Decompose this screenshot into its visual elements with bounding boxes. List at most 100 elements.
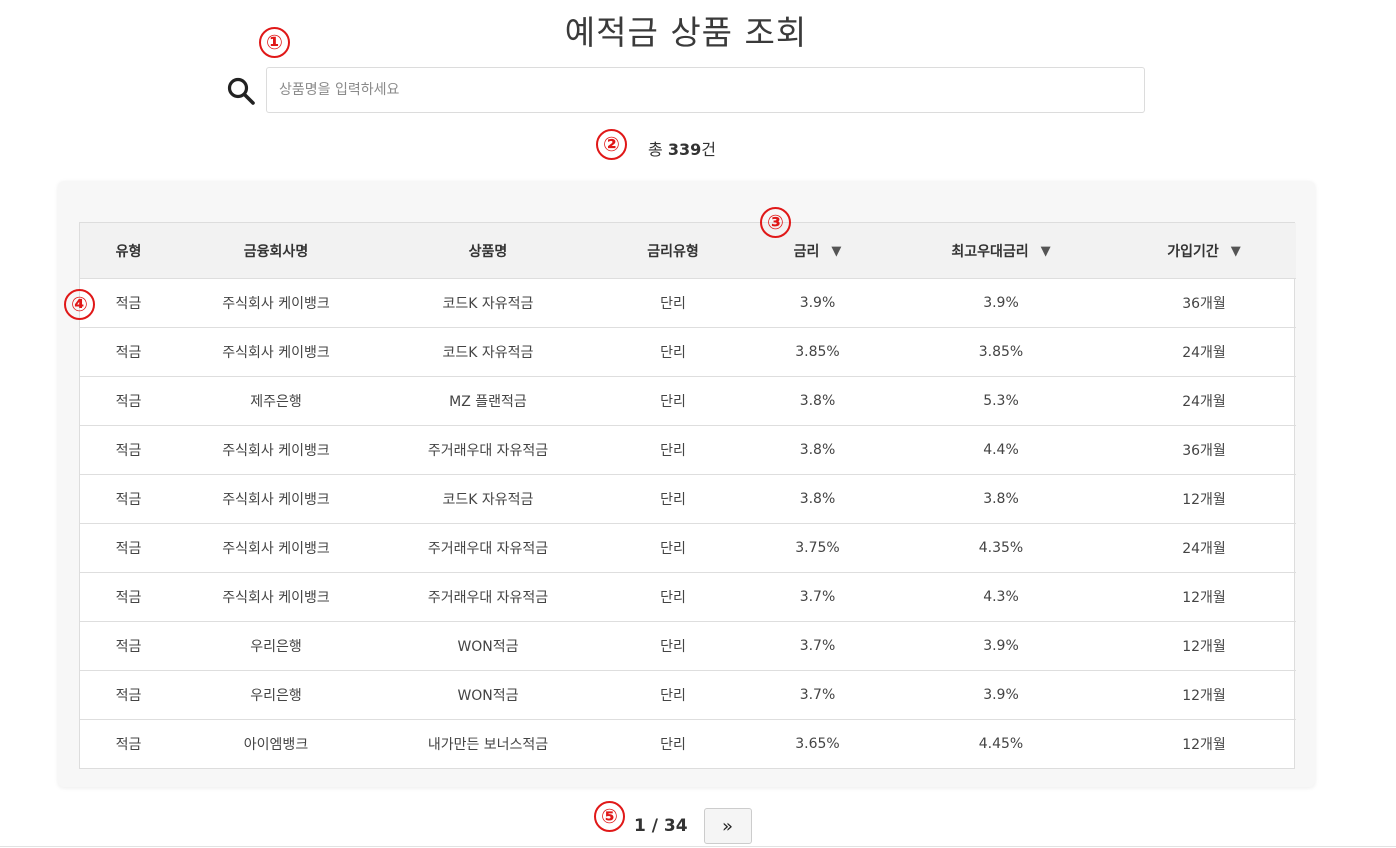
table-cell: 적금	[115, 540, 142, 557]
table-cell: 적금	[115, 344, 142, 361]
sort-desc-icon[interactable]: ▼	[1040, 244, 1051, 260]
table-row[interactable]: 적금 아이엠뱅크 내가만든 보너스적금 단리 3.65% 4.45% 12개월	[80, 719, 1296, 768]
column-header-label: 금리유형	[647, 244, 699, 261]
results-table: 유형 금융회사명 상품명 금리유형 금리 ▼ 최고우대금리 ▼ 가입기간 ▼ 적금 주식회사 케이뱅…	[80, 223, 1296, 768]
search-icon[interactable]	[226, 76, 256, 106]
column-header[interactable]: 최고우대금리 ▼	[890, 223, 1112, 278]
table-cell: 4.35%	[978, 539, 1024, 556]
table-cell: 단리	[660, 442, 686, 459]
table-cell: 3.75%	[795, 539, 840, 556]
table-cell: 적금	[115, 491, 142, 508]
table-cell: 주거래우대 자유적금	[427, 442, 549, 459]
table-row[interactable]: 적금 주식회사 케이뱅크 코드K 자유적금 단리 3.8% 3.8% 12개월	[80, 474, 1296, 523]
page-title: 예적금 상품 조회	[564, 13, 808, 52]
table-header-row: 유형 금융회사명 상품명 금리유형 금리 ▼ 최고우대금리 ▼ 가입기간 ▼	[80, 223, 1296, 278]
table-cell: 3.85%	[795, 343, 840, 360]
table-cell: 36개월	[1182, 295, 1226, 312]
column-header-label: 가입기간	[1167, 244, 1219, 261]
table-cell: 5.3%	[983, 392, 1019, 409]
sort-desc-icon[interactable]: ▼	[831, 244, 842, 260]
table-cell: 3.7%	[799, 588, 836, 605]
table-cell: 3.9%	[983, 294, 1019, 311]
table-cell: 3.9%	[983, 637, 1019, 654]
table-cell: 12개월	[1182, 638, 1226, 655]
table-cell: 우리은행	[250, 638, 302, 655]
page-indicator: 1 / 34	[634, 816, 688, 836]
table-header: 유형 금융회사명 상품명 금리유형 금리 ▼ 최고우대금리 ▼ 가입기간 ▼	[80, 223, 1296, 278]
table-cell: 주거래우대 자유적금	[427, 589, 549, 606]
table-row[interactable]: 적금 주식회사 케이뱅크 코드K 자유적금 단리 3.85% 3.85% 24개월	[80, 327, 1296, 376]
table-cell: 적금	[115, 638, 142, 655]
table-cell: 12개월	[1182, 736, 1226, 753]
table-body: 적금 주식회사 케이뱅크 코드K 자유적금 단리 3.9% 3.9% 36개월 적금 주식회사 …	[80, 278, 1296, 768]
table-cell: 36개월	[1182, 442, 1226, 459]
table-row[interactable]: 적금 우리은행 WON적금 단리 3.7% 3.9% 12개월	[80, 621, 1296, 670]
table-cell: 3.8%	[799, 490, 836, 507]
table-cell: 적금	[115, 736, 142, 753]
table-cell: 아이엠뱅크	[243, 736, 309, 753]
table-cell: 4.4%	[983, 441, 1019, 458]
column-header[interactable]: 금리 ▼	[745, 223, 890, 278]
table-cell: 12개월	[1182, 687, 1226, 704]
table-cell: 주식회사 케이뱅크	[222, 589, 330, 606]
annotation-5: ⑤	[594, 801, 625, 832]
pagination: 1 / 34 »	[634, 808, 752, 844]
table-cell: 단리	[660, 540, 686, 557]
table-cell: 단리	[660, 491, 686, 508]
total-prefix: 총	[648, 140, 663, 159]
search-input[interactable]	[266, 67, 1145, 113]
table-cell: 3.65%	[795, 735, 840, 752]
table-cell: 24개월	[1182, 344, 1226, 361]
table-cell: 코드K 자유적금	[442, 491, 534, 508]
column-header: 유형	[80, 223, 177, 278]
table-row[interactable]: 적금 주식회사 케이뱅크 주거래우대 자유적금 단리 3.8% 4.4% 36개월	[80, 425, 1296, 474]
table-cell: 주식회사 케이뱅크	[222, 344, 330, 361]
table-cell: 12개월	[1182, 491, 1226, 508]
table-row[interactable]: 적금 우리은행 WON적금 단리 3.7% 3.9% 12개월	[80, 670, 1296, 719]
table-cell: 단리	[660, 736, 686, 753]
bottom-divider	[0, 846, 1396, 847]
table-cell: WON적금	[457, 687, 519, 704]
table-cell: 3.7%	[799, 686, 836, 703]
table-cell: 적금	[115, 295, 142, 312]
table-cell: 3.8%	[799, 441, 836, 458]
next-page-button[interactable]: »	[703, 808, 752, 844]
column-header-label: 상품명	[468, 244, 508, 261]
annotation-4: ④	[64, 289, 95, 320]
table-cell: 적금	[115, 442, 142, 459]
column-header: 금융회사명	[177, 223, 375, 278]
annotation-2: ②	[596, 129, 627, 160]
column-header-label: 금리	[793, 244, 820, 261]
table-cell: 주거래우대 자유적금	[427, 540, 549, 557]
table-cell: 3.9%	[799, 294, 836, 311]
table-cell: 단리	[660, 393, 686, 410]
results-table-container: 유형 금융회사명 상품명 금리유형 금리 ▼ 최고우대금리 ▼ 가입기간 ▼ 적금 주식회사 케이뱅…	[79, 222, 1296, 769]
column-header-label: 금융회사명	[243, 244, 309, 261]
table-cell: 단리	[660, 638, 686, 655]
table-cell: WON적금	[457, 638, 519, 655]
table-cell: 우리은행	[250, 687, 302, 704]
table-cell: 24개월	[1182, 540, 1226, 557]
table-cell: 단리	[660, 687, 686, 704]
column-header: 상품명	[375, 223, 601, 278]
table-row[interactable]: 적금 제주은행 MZ 플랜적금 단리 3.8% 5.3% 24개월	[80, 376, 1296, 425]
table-cell: 3.8%	[799, 392, 836, 409]
table-cell: 주식회사 케이뱅크	[222, 295, 330, 312]
column-header[interactable]: 가입기간 ▼	[1112, 223, 1296, 278]
table-row[interactable]: 적금 주식회사 케이뱅크 주거래우대 자유적금 단리 3.7% 4.3% 12개월	[80, 572, 1296, 621]
sort-desc-icon[interactable]: ▼	[1230, 244, 1241, 260]
table-cell: MZ 플랜적금	[449, 393, 527, 410]
total-suffix: 건	[701, 140, 716, 159]
table-cell: 3.7%	[799, 637, 836, 654]
table-cell: 단리	[660, 295, 686, 312]
total-count: 총 339건	[648, 136, 716, 160]
table-row[interactable]: 적금 주식회사 케이뱅크 주거래우대 자유적금 단리 3.75% 4.35% 24개월	[80, 523, 1296, 572]
table-cell: 적금	[115, 589, 142, 606]
table-cell: 코드K 자유적금	[442, 295, 534, 312]
table-row[interactable]: 적금 주식회사 케이뱅크 코드K 자유적금 단리 3.9% 3.9% 36개월	[80, 278, 1296, 327]
table-cell: 단리	[660, 589, 686, 606]
table-cell: 내가만든 보너스적금	[427, 736, 549, 753]
table-cell: 적금	[115, 687, 142, 704]
table-cell: 3.9%	[983, 686, 1019, 703]
annotation-3: ③	[760, 207, 791, 238]
